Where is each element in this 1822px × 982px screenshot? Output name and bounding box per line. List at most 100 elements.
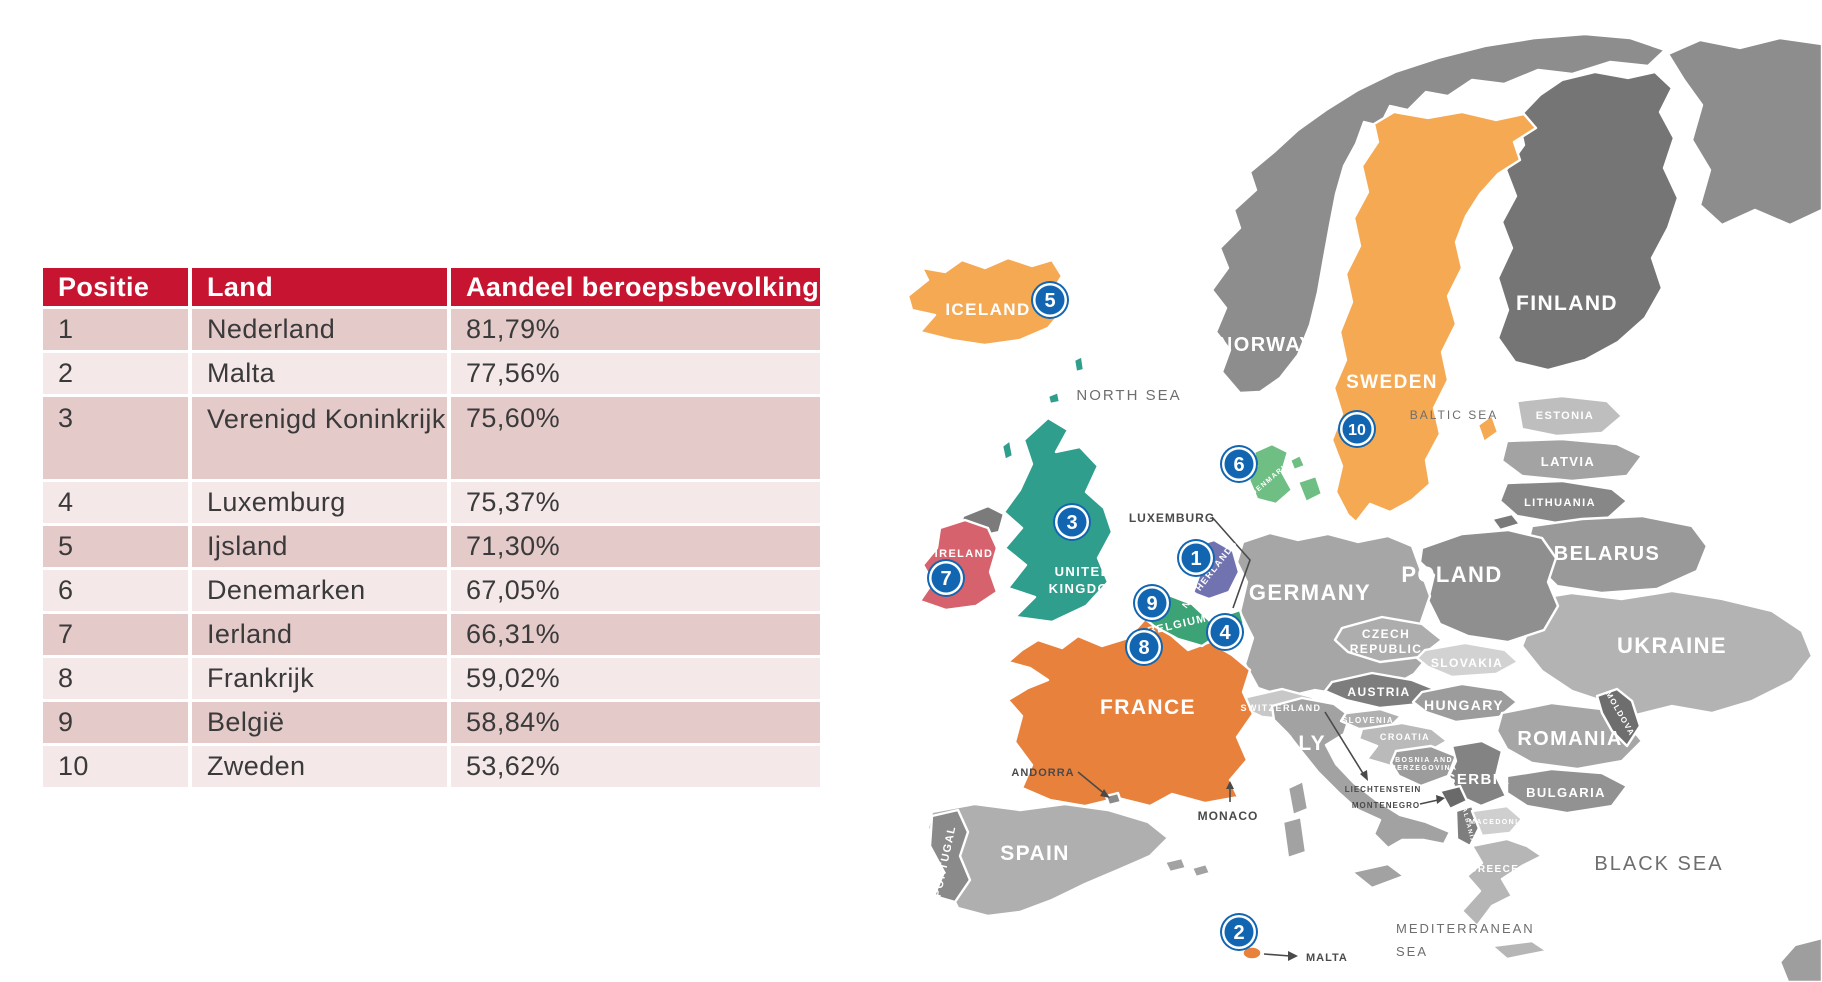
label-slovenia: SLOVENIA <box>1342 716 1394 725</box>
marker-number: 9 <box>1146 593 1157 615</box>
label-estonia: ESTONIA <box>1536 410 1595 422</box>
label-andorra: ANDORRA <box>1011 767 1074 779</box>
ranking-table: Positie Land Aandeel beroepsbevolking 1 … <box>43 268 820 790</box>
country-greece <box>1460 837 1544 928</box>
marker-number: 6 <box>1233 454 1244 476</box>
marker-number: 3 <box>1066 512 1077 534</box>
country-latvia <box>1500 437 1644 483</box>
country-norway <box>1210 32 1667 395</box>
label-bosnia-1: BOSNIA AND <box>1395 757 1453 764</box>
table-header-row: Positie Land Aandeel beroepsbevolking <box>43 268 820 306</box>
country-slovakia <box>1415 641 1520 679</box>
marker-number: 10 <box>1348 422 1366 439</box>
label-hungary: HUNGARY <box>1424 697 1504 713</box>
country-turkey-corner <box>1778 936 1822 982</box>
country-malta <box>1242 946 1262 960</box>
label-latvia: LATVIA <box>1541 454 1595 469</box>
map-marker-2-malta: 2 <box>1220 913 1258 951</box>
country-kaliningrad <box>1490 512 1522 532</box>
montenegro-callout-line <box>1419 799 1439 805</box>
cell-share: 75,60% <box>447 397 820 479</box>
label-mediterranean-sea-1: MEDITERRANEAN <box>1396 921 1535 936</box>
liechtenstein-callout-arrow <box>1360 770 1368 781</box>
island-shetland <box>1072 354 1086 374</box>
label-austria: AUSTRIA <box>1347 685 1410 699</box>
country-denmark-funen <box>1288 453 1307 472</box>
table-row: 5 Ijsland 71,30% <box>43 526 820 567</box>
country-andorra <box>1104 791 1123 807</box>
label-poland: POLAND <box>1401 562 1502 587</box>
marker-number: 1 <box>1190 548 1201 570</box>
island-hebrides <box>1000 438 1015 462</box>
country-bulgaria <box>1505 767 1629 815</box>
country-hungary <box>1411 682 1519 724</box>
map-marker-1-netherlands: 1 <box>1177 539 1215 577</box>
cell-share: 77,56% <box>447 353 820 394</box>
table-row: 9 België 58,84% <box>43 702 820 743</box>
label-mediterranean-sea-2: SEA <box>1396 944 1428 959</box>
cell-share: 71,30% <box>447 526 820 567</box>
country-montenegro <box>1438 784 1469 811</box>
cell-position: 6 <box>43 570 188 611</box>
cell-country: Zweden <box>188 746 447 787</box>
label-north-sea: NORTH SEA <box>1076 387 1181 404</box>
luxemburg-callout-line <box>1211 516 1251 609</box>
country-estonia <box>1515 394 1624 438</box>
label-croatia: CROATIA <box>1380 732 1430 742</box>
label-bosnia-2: HERZEGOVINA <box>1391 765 1458 772</box>
country-ukraine <box>1520 589 1814 718</box>
table-row: 3 Verenigd Koninkrijk 75,60% <box>43 397 820 479</box>
cell-position: 2 <box>43 353 188 394</box>
montenegro-callout-arrow <box>1436 795 1445 804</box>
country-moldova <box>1595 687 1642 748</box>
malta-callout-line <box>1263 953 1291 957</box>
label-greece: GREECE <box>1469 864 1520 875</box>
marker-number: 7 <box>940 568 951 590</box>
table-row: 10 Zweden 53,62% <box>43 746 820 787</box>
cell-country: Luxemburg <box>188 482 447 523</box>
map-marker-7-ireland: 7 <box>927 559 965 597</box>
island-balearic-2 <box>1190 862 1212 879</box>
label-norway: NORWAY <box>1218 334 1314 356</box>
cell-country: Nederland <box>188 309 447 350</box>
label-liechtenstein: LIECHTENSTEIN <box>1345 785 1422 794</box>
cell-country: Ierland <box>188 614 447 655</box>
cell-position: 4 <box>43 482 188 523</box>
label-belarus: BELARUS <box>1554 543 1660 565</box>
label-united-kingdom-2: KINGDOM <box>1049 581 1122 596</box>
malta-callout-arrow <box>1288 951 1298 961</box>
label-switzerland: SWITZERLAND <box>1241 703 1322 713</box>
cell-share: 75,37% <box>447 482 820 523</box>
map-marker-6-denmark: 6 <box>1220 445 1258 483</box>
country-bosnia <box>1389 744 1458 788</box>
label-czech-1: CZECH <box>1362 627 1410 641</box>
cell-share: 66,31% <box>447 614 820 655</box>
label-czech-2: REPUBLIC <box>1350 642 1423 656</box>
label-baltic-sea: BALTIC SEA <box>1410 408 1498 422</box>
cell-position: 9 <box>43 702 188 743</box>
marker-number: 5 <box>1044 290 1055 312</box>
cell-share: 59,02% <box>447 658 820 699</box>
label-slovakia: SLOVAKIA <box>1431 656 1503 670</box>
table-row: 7 Ierland 66,31% <box>43 614 820 655</box>
map-marker-3-united-kingdom: 3 <box>1053 503 1091 541</box>
cell-country: Frankrijk <box>188 658 447 699</box>
label-black-sea: BLACK SEA <box>1594 853 1723 875</box>
label-ireland: IRELAND <box>935 548 994 560</box>
country-sweden-gotland <box>1476 413 1500 444</box>
label-france: FRANCE <box>1100 696 1196 719</box>
map-marker-10-sweden: 10 <box>1338 410 1376 448</box>
cell-country: België <box>188 702 447 743</box>
island-balearic-1 <box>1163 856 1188 874</box>
header-aandeel: Aandeel beroepsbevolking <box>447 268 820 306</box>
label-sweden: SWEDEN <box>1346 372 1438 393</box>
country-serbia <box>1447 739 1508 808</box>
label-bulgaria: BULGARIA <box>1526 785 1606 800</box>
cell-country: Malta <box>188 353 447 394</box>
table-row: 1 Nederland 81,79% <box>43 309 820 350</box>
country-poland <box>1418 528 1560 644</box>
marker-number: 2 <box>1233 922 1244 944</box>
island-orkney <box>1046 390 1062 406</box>
